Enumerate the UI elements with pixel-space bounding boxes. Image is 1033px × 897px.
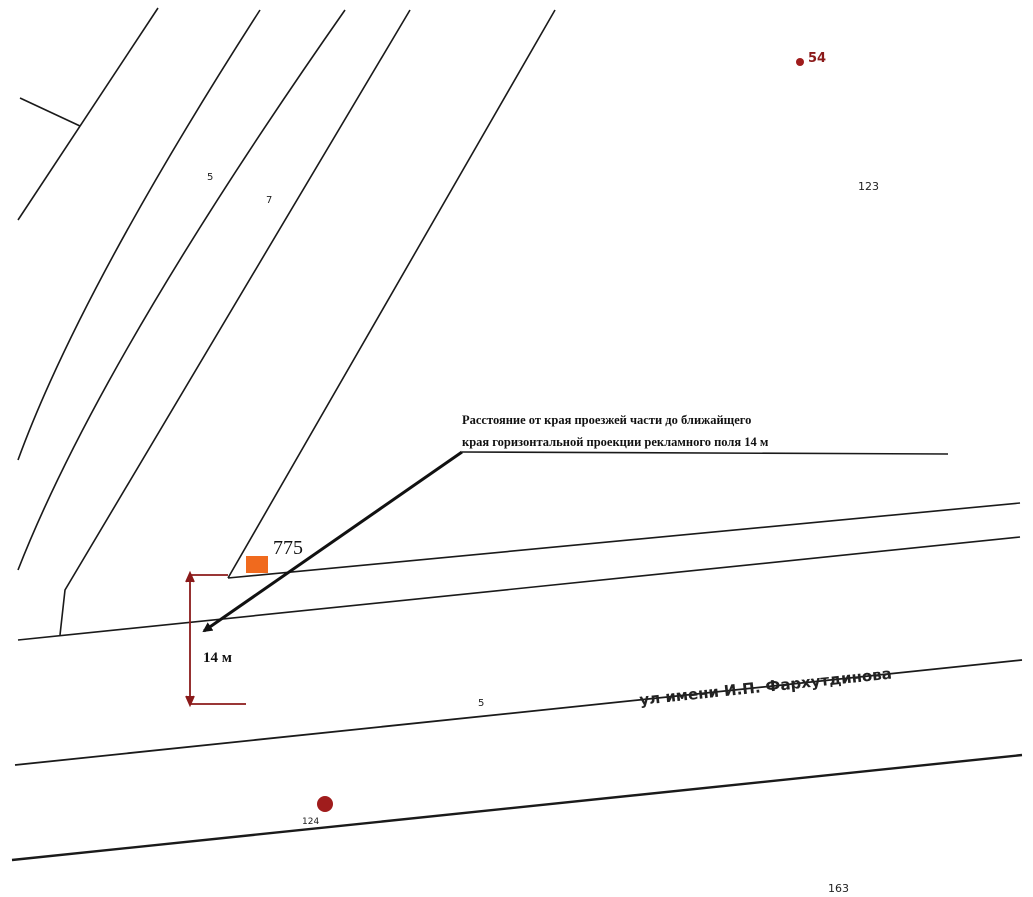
house-label-5-left: 5 (207, 172, 213, 183)
parcel-line-1-tick (19, 97, 81, 127)
road-edge-middle (17, 536, 1021, 641)
house-label-124: 124 (302, 817, 319, 827)
road-edges (11, 502, 1023, 862)
annotation-leader (202, 450, 949, 633)
dimension-arrow-bottom (185, 695, 195, 708)
street-name-label: ул имени И.П. Фархутдинова (639, 665, 893, 709)
house-label-163: 163 (828, 882, 849, 895)
house-label-54: 54 (808, 51, 826, 66)
dimension-marker (185, 570, 246, 708)
parcel-line-4 (59, 9, 411, 636)
advertising-object-marker[interactable] (246, 556, 268, 573)
parcel-line-2 (17, 9, 261, 461)
house-label-7: 7 (266, 195, 272, 206)
parcel-line-1 (17, 7, 159, 221)
parcel-boundaries (17, 7, 556, 636)
point-124[interactable] (317, 796, 333, 812)
road-edge-lower (14, 659, 1023, 766)
annotation-text-line2: края горизонтальной проекции рекламного … (462, 435, 769, 449)
dimension-arrow-top (185, 570, 195, 583)
annotation-text-line1: Расстояние от края проезжей части до бли… (462, 413, 751, 427)
parcel-line-5 (227, 9, 556, 579)
parcel-line-3 (17, 9, 346, 571)
annotation-underline (461, 451, 949, 455)
house-label-123: 123 (858, 180, 879, 193)
road-edge-upper (227, 502, 1021, 579)
object-number-label: 775 (273, 537, 303, 559)
road-edge-bottom (11, 753, 1023, 862)
point-54[interactable] (796, 58, 804, 66)
house-label-road-5: 5 (478, 698, 484, 709)
annotation-arrow (202, 450, 463, 633)
dimension-label: 14 м (203, 650, 232, 666)
